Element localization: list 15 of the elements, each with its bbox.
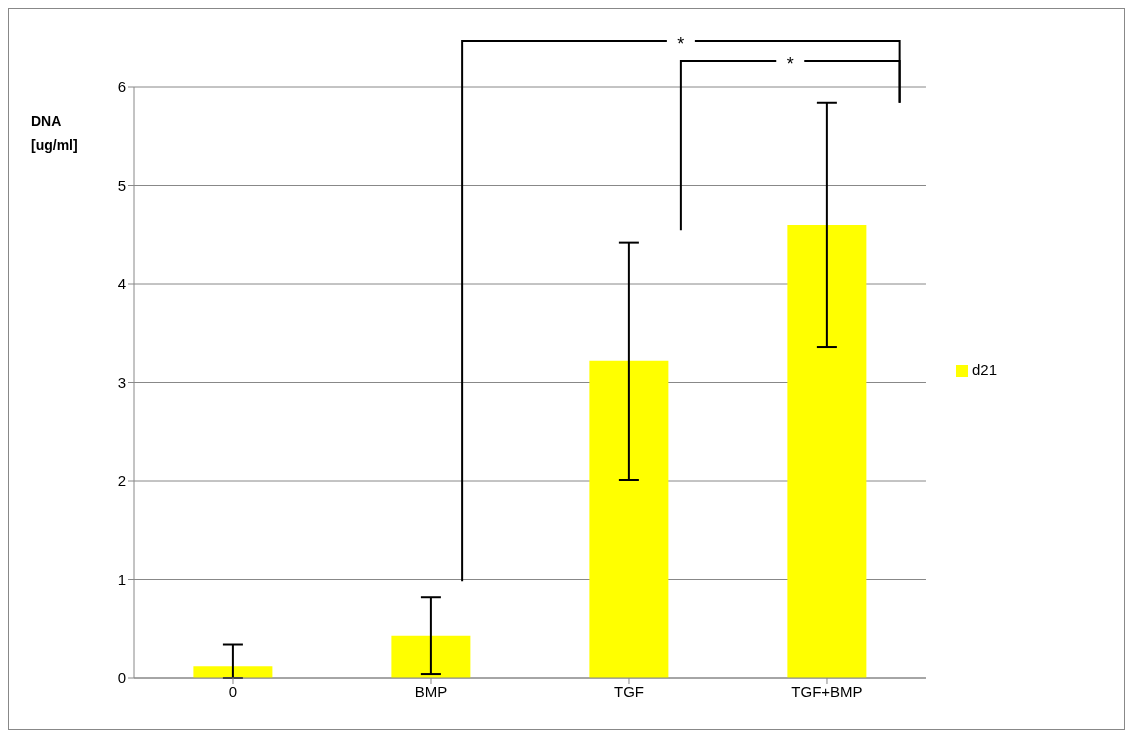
x-tick-label: BMP bbox=[414, 682, 448, 700]
y-tick-label: 0 bbox=[117, 669, 126, 687]
x-tick-label: TGF+BMP bbox=[791, 682, 863, 700]
y-tick-label: 3 bbox=[117, 373, 126, 391]
y-tick-label: 1 bbox=[117, 570, 126, 588]
y-axis-title: DNA [ug/ml] bbox=[31, 112, 79, 155]
text: * bbox=[786, 54, 794, 74]
x-tick-label: TGF bbox=[613, 682, 644, 700]
y-tick-label: 2 bbox=[117, 472, 126, 490]
text: * bbox=[677, 34, 685, 54]
x-tick-label: 0 bbox=[228, 682, 238, 700]
y-tick-label: 6 bbox=[117, 78, 126, 96]
y-tick-label: 5 bbox=[117, 176, 126, 194]
y-tick-label: 4 bbox=[117, 275, 126, 293]
legend-label: d21 bbox=[971, 360, 997, 378]
